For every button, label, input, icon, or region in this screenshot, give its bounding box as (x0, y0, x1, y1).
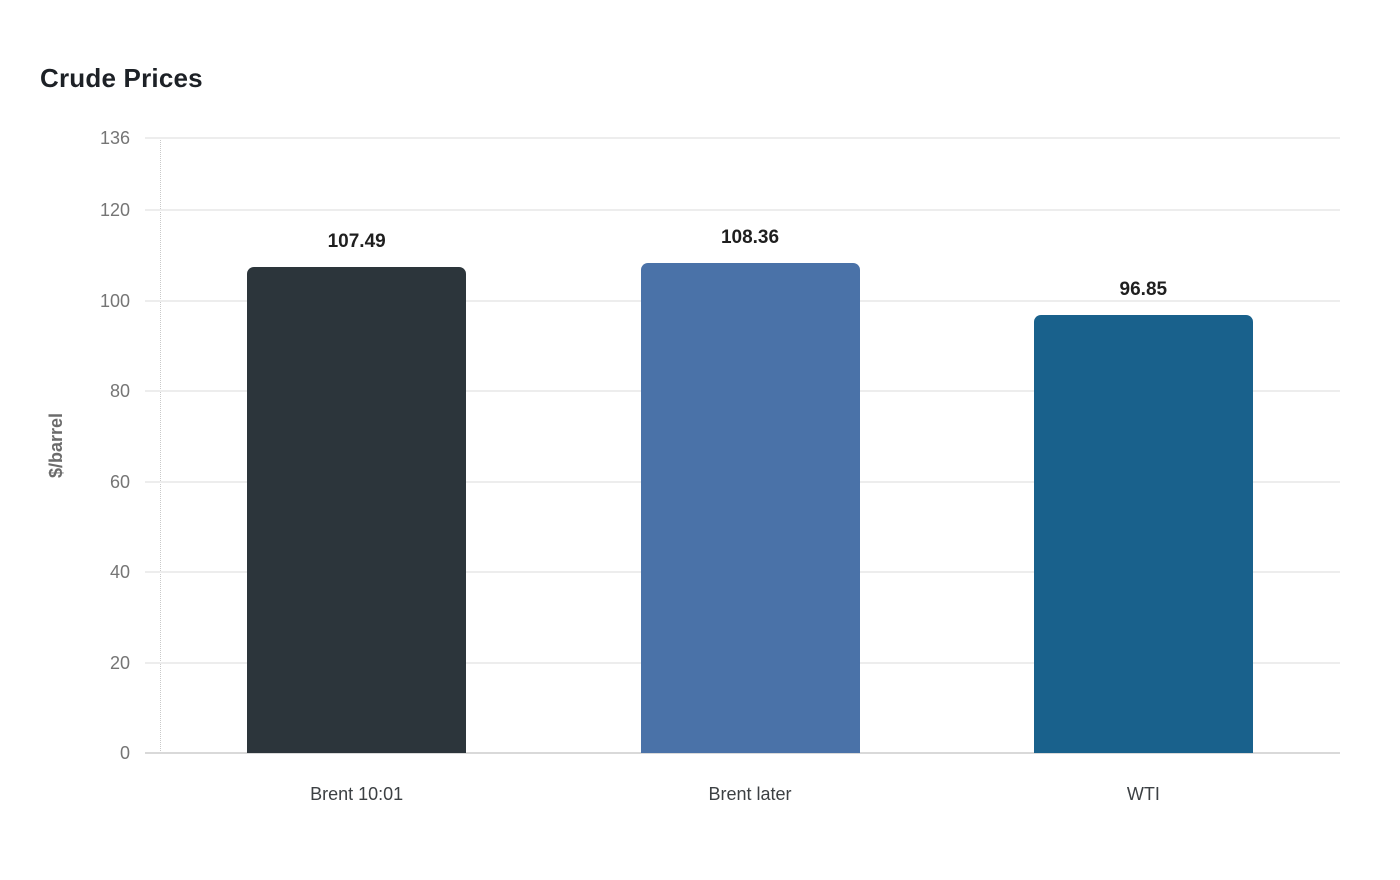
bar-brent-10-01 (247, 266, 467, 753)
gridline (145, 209, 1340, 212)
x-category-label: Brent later (708, 784, 792, 804)
plot-area: 0 20 40 60 80 100 120 136 107.49 Brent 10:01 108.3… (100, 128, 1340, 804)
y-tick-label: 80 (109, 381, 130, 402)
y-tick-label: 0 (119, 743, 130, 763)
y-tick-label: 100 (99, 290, 130, 311)
bar-value-label: 108.36 (720, 227, 780, 248)
x-category-label: Brent 10:01 (310, 784, 404, 804)
x-category-label: WTI (1126, 784, 1160, 804)
x-axis-line (145, 752, 1340, 754)
bar-wti (1033, 315, 1253, 753)
y-axis-line (160, 138, 161, 753)
gridline (145, 137, 1340, 139)
bar-brent-later (640, 263, 860, 753)
y-tick-label: 120 (99, 200, 130, 221)
y-tick-label: 40 (109, 562, 130, 583)
y-tick-label: 20 (109, 652, 130, 673)
y-tick-label: 60 (109, 471, 130, 492)
chart-title: Crude Prices (40, 63, 203, 93)
y-tick-label: 136 (99, 128, 130, 148)
y-axis-label: $/barrel (46, 412, 67, 479)
bar-value-label: 107.49 (327, 230, 386, 252)
bar-value-label: 96.85 (1119, 279, 1168, 301)
